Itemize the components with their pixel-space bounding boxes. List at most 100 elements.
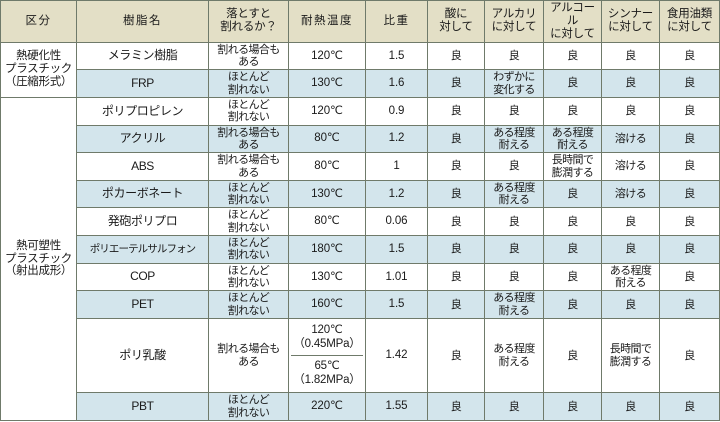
header-heat-resistance: 耐熱温度 (288, 0, 366, 43)
header-row: 区分 樹脂名 落とすと 割れるか？ 耐熱温度 比重 酸に 対して アルカリ に対… (0, 0, 720, 43)
heat-resistance-cell: 120℃ (288, 41, 366, 71)
resin-name-cell: 発砲ポリプロ (76, 207, 209, 237)
alcohol-resistance-cell: 良 (543, 290, 602, 320)
header-kubun: 区分 (0, 0, 77, 43)
thinner-resistance-cell: 溶ける (601, 124, 660, 154)
acid-resistance-cell: 良 (427, 41, 485, 71)
breakability-cell: ほとんど 割れない (208, 290, 289, 320)
cooking-oil-resistance-cell: 良 (659, 392, 720, 421)
heat-resistance-lower-value: 65℃ (314, 360, 340, 373)
specific-gravity-cell: 0.06 (365, 207, 428, 237)
alcohol-resistance-cell: 良 (543, 235, 602, 264)
cooking-oil-resistance-cell: 良 (659, 318, 720, 394)
alkali-resistance-line2: 耐える (498, 355, 530, 368)
category-label-line1: 熱可塑性 (16, 239, 61, 252)
acid-resistance-cell: 良 (427, 235, 485, 264)
table-row: ポカーボネート ほとんど 割れない 130℃ 1.2 良ある程度 耐える良溶ける良 (1, 179, 720, 209)
breakability-line1: 割れる場合も (217, 343, 280, 356)
breakability-line1: 割れる場合も (217, 126, 280, 139)
table-header: 区分 樹脂名 落とすと 割れるか？ 耐熱温度 比重 酸に 対して アルカリ に対… (0, 0, 720, 43)
heat-resistance-cell: 120℃ (288, 96, 366, 126)
cooking-oil-resistance-cell: 良 (659, 124, 720, 154)
specific-gravity-cell: 1.6 (365, 69, 428, 98)
breakability-line1: 割れる場合も (217, 154, 280, 167)
breakability-line1: ほとんど (227, 394, 270, 407)
breakability-cell: ほとんど 割れない (208, 262, 289, 292)
acid-resistance-cell: 良 (427, 96, 485, 126)
cooking-oil-resistance-cell: 良 (659, 152, 720, 181)
alcohol-resistance-line1: ある程度 (551, 126, 594, 139)
heat-resistance-cell: 130℃ (288, 69, 366, 98)
resin-name-cell: FRP (76, 69, 209, 98)
breakability-line2: 割れない (227, 221, 270, 234)
resin-name-cell: ポカーボネート (76, 179, 209, 209)
thinner-resistance-cell: 良 (601, 392, 660, 421)
thinner-resistance-cell: 溶ける (601, 152, 660, 181)
resin-name-cell: アクリル (76, 124, 209, 154)
acid-resistance-cell: 良 (427, 124, 485, 154)
heat-resistance-lower-condition: （1.82MPa） (293, 373, 361, 386)
breakability-cell: ほとんど 割れない (208, 392, 289, 421)
breakability-line2: ある (238, 138, 259, 151)
resin-name-cell: ポリ乳酸 (76, 318, 209, 394)
acid-resistance-cell: 良 (427, 207, 485, 237)
category-label-line1: 熱硬化性 (16, 50, 61, 63)
heat-resistance-upper-value: 120℃ (311, 324, 343, 337)
alcohol-resistance-line1: 長時間で (551, 154, 594, 167)
table-row: ポリエーテルサルフォン ほとんど 割れない 180℃ 1.5 良良良良良 (1, 235, 720, 264)
thinner-resistance-cell: 良 (601, 69, 660, 98)
alcohol-resistance-cell: 良 (543, 318, 602, 394)
cooking-oil-resistance-cell: 良 (659, 41, 720, 71)
header-specific-gravity: 比重 (365, 0, 428, 43)
alkali-resistance-cell: 良 (484, 207, 544, 237)
alkali-resistance-line2: 耐える (498, 194, 530, 207)
header-breakability: 落とすと 割れるか？ (208, 0, 289, 43)
heat-resistance-lower: 65℃ （1.82MPa） (291, 356, 363, 391)
alcohol-resistance-cell: 良 (543, 41, 602, 71)
alkali-resistance-cell: 良 (484, 152, 544, 181)
resin-name-cell: ABS (76, 152, 209, 181)
category-cell-thermoplastic: 熱可塑性 プラスチック （射出成形） (0, 96, 77, 422)
breakability-line1: 割れる場合も (217, 43, 280, 56)
thinner-resistance-cell: 良 (601, 41, 660, 71)
specific-gravity-cell: 1.42 (365, 318, 428, 394)
resin-name-cell: COP (76, 262, 209, 292)
alkali-resistance-line2: 耐える (498, 138, 530, 151)
thinner-resistance-line1: 長時間で (609, 343, 652, 356)
heat-resistance-cell: 120℃ （0.45MPa） 65℃ （1.82MPa） (288, 318, 366, 394)
alcohol-resistance-cell: 良 (543, 96, 602, 126)
thinner-resistance-cell: 良 (601, 290, 660, 320)
breakability-line1: ほとんど (227, 237, 270, 250)
alkali-resistance-cell: ある程度 耐える (484, 318, 544, 394)
thinner-resistance-line2: 膨潤する (609, 355, 652, 368)
specific-gravity-cell: 1.2 (365, 124, 428, 154)
thinner-resistance-cell: 良 (601, 235, 660, 264)
table-row: 発砲ポリプロ ほとんど 割れない 80℃ 0.06 良良良良良 (1, 207, 720, 237)
header-alcohol-line2: に対して (550, 27, 595, 40)
resin-name-cell: PET (76, 290, 209, 320)
thinner-resistance-cell: ある程度 耐える (601, 262, 660, 292)
alkali-resistance-cell: 良 (484, 41, 544, 71)
breakability-cell: ほとんど 割れない (208, 235, 289, 264)
alcohol-resistance-cell: 良 (543, 179, 602, 209)
acid-resistance-cell: 良 (427, 290, 485, 320)
header-alkali: アルカリ に対して (484, 0, 544, 43)
header-resin-name: 樹脂名 (76, 0, 209, 43)
resin-name-cell: メラミン樹脂 (76, 41, 209, 71)
alkali-resistance-cell: 良 (484, 262, 544, 292)
alkali-resistance-line1: ある程度 (493, 126, 535, 139)
heat-resistance-cell: 80℃ (288, 124, 366, 154)
alkali-resistance-cell: わずかに 変化する (484, 69, 544, 98)
cooking-oil-resistance-cell: 良 (659, 290, 720, 320)
alkali-resistance-cell: 良 (484, 392, 544, 421)
heat-resistance-cell: 160℃ (288, 290, 366, 320)
category-label-line3: （圧縮形式） (4, 76, 73, 89)
cooking-oil-resistance-cell: 良 (659, 69, 720, 98)
alkali-resistance-cell: ある程度 耐える (484, 179, 544, 209)
acid-resistance-cell: 良 (427, 179, 485, 209)
breakability-line2: ある (238, 55, 259, 68)
header-alcohol-line1: アルコール (550, 2, 595, 27)
breakability-line2: 割れない (227, 304, 270, 317)
header-breakability-line1: 落とすと (226, 8, 271, 21)
table-row: PET ほとんど 割れない 160℃ 1.5 良ある程度 耐える良良良 (1, 290, 720, 320)
